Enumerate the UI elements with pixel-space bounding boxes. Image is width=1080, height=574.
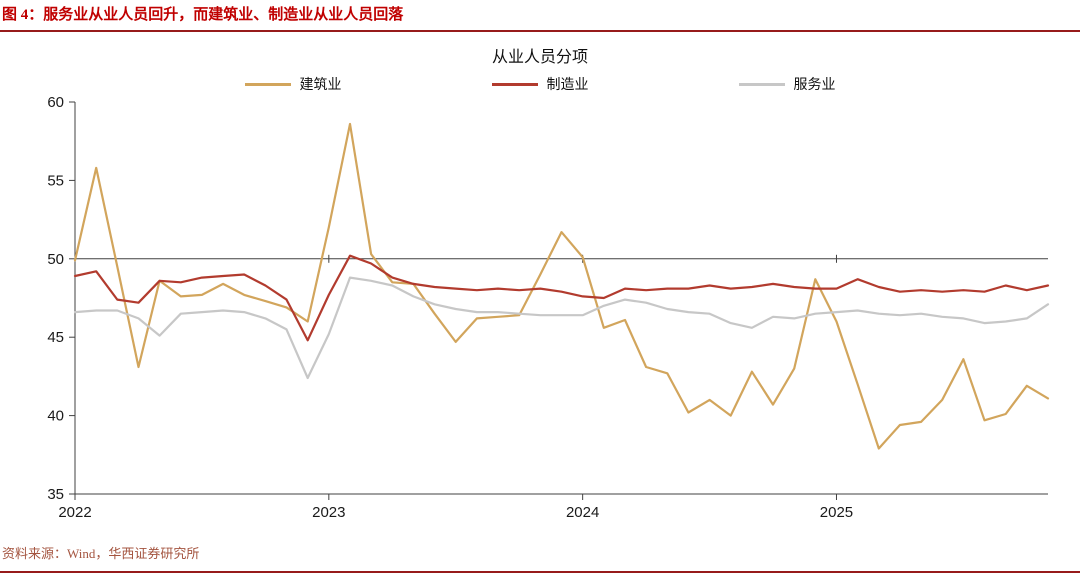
svg-text:2023: 2023 <box>312 504 345 521</box>
chart-title: 从业人员分项 <box>491 49 588 66</box>
svg-text:2024: 2024 <box>566 504 599 521</box>
svg-text:35: 35 <box>47 486 64 503</box>
figure-caption: 图 4：服务业从业人员回升，而建筑业、制造业从业人员回落 <box>2 7 404 23</box>
chart-area: 从业人员分项 建筑业 制造业 服务业 35 40 45 50 55 60 2022 2023 2… <box>0 43 1080 526</box>
legend-label-construction: 建筑业 <box>299 78 342 93</box>
top-divider <box>0 30 1080 32</box>
series-line-construction <box>73 122 1050 450</box>
series-line-manufacturing <box>73 254 1050 342</box>
svg-text:45: 45 <box>47 329 64 346</box>
svg-text:2025: 2025 <box>820 504 853 521</box>
svg-text:40: 40 <box>47 408 64 425</box>
svg-text:55: 55 <box>47 172 64 189</box>
manufacturing-line-swatch <box>491 82 538 86</box>
legend-item-services: 服务业 <box>738 74 836 94</box>
services-line-swatch <box>738 82 785 86</box>
legend-label-manufacturing: 制造业 <box>546 78 589 93</box>
legend-label-services: 服务业 <box>793 78 836 93</box>
employment-line-chart: 35 40 45 50 55 60 2022 2023 2024 2025 <box>47 96 1050 521</box>
chart-legend: 建筑业 制造业 服务业 <box>0 74 1080 94</box>
svg-text:60: 60 <box>47 96 64 111</box>
svg-text:2022: 2022 <box>58 504 91 521</box>
source-note: 资料来源：Wind，华西证券研究所 <box>2 546 200 561</box>
series-line-services <box>73 276 1050 380</box>
bottom-divider <box>0 571 1080 573</box>
svg-text:50: 50 <box>47 251 64 268</box>
legend-item-manufacturing: 制造业 <box>491 74 589 94</box>
construction-line-swatch <box>244 82 291 86</box>
legend-item-construction: 建筑业 <box>244 74 342 94</box>
